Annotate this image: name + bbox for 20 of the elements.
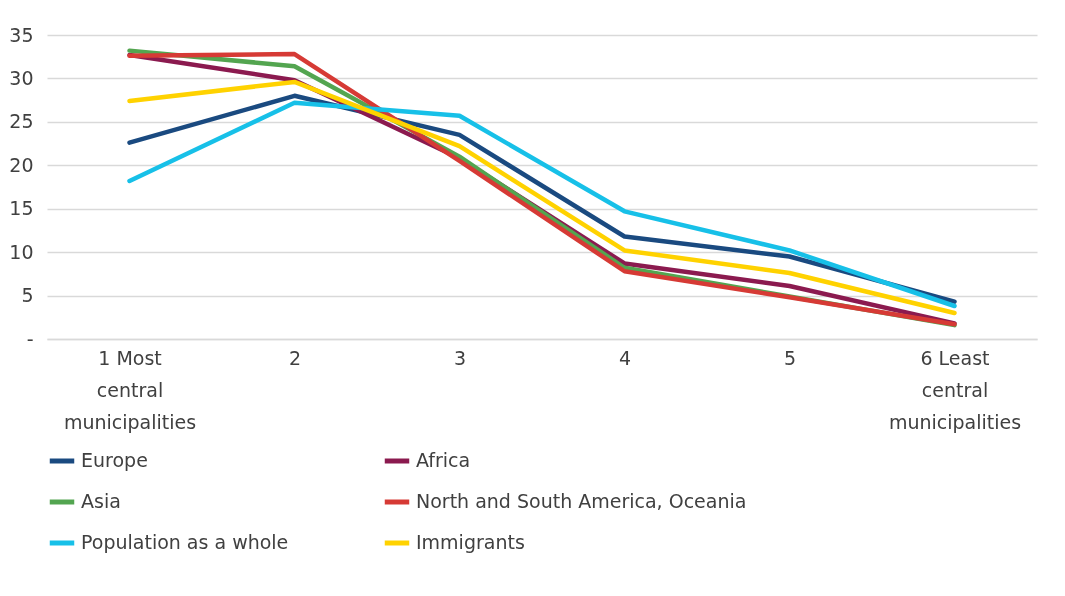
y-tick-label: 30: [9, 66, 34, 89]
y-tick-label: 15: [9, 197, 34, 220]
legend-label: Immigrants: [416, 531, 525, 553]
legend-label: North and South America, Oceania: [416, 490, 747, 512]
y-tick-label: 35: [9, 23, 34, 46]
x-tick-label: 4: [618, 346, 632, 369]
y-tick-label: 20: [9, 153, 34, 176]
x-tick-label: 1 Most central municipalities: [63, 346, 197, 433]
x-tick-label: 3: [453, 346, 467, 369]
x-tick-label: 5: [783, 346, 797, 369]
y-tick-label: 10: [9, 240, 34, 263]
y-tick-label: 5: [21, 284, 34, 307]
x-tick-label: 2: [288, 346, 302, 369]
y-tick-label: 25: [9, 110, 34, 133]
x-tick-label: 6 Least central municipalities: [888, 346, 1022, 433]
legend-label: Africa: [416, 449, 471, 471]
legend-label: Europe: [81, 449, 148, 471]
y-tick-label: -: [26, 327, 34, 350]
legend-label: Population as a whole: [81, 531, 289, 553]
legend-label: Asia: [81, 490, 121, 512]
